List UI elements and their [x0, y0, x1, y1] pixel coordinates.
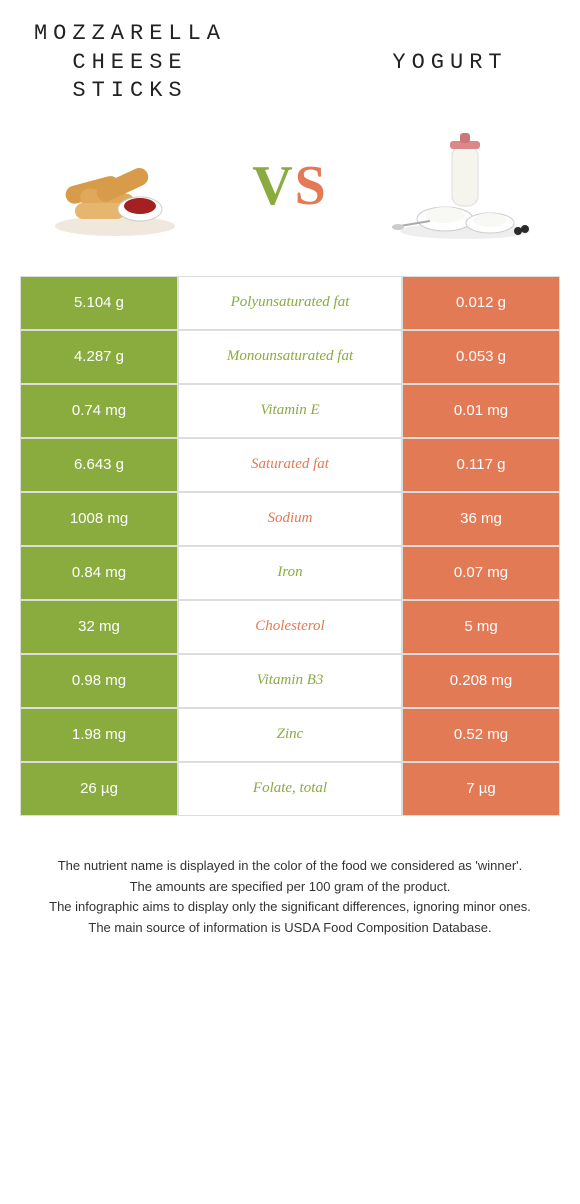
nutrient-name-cell: Saturated fat — [178, 438, 402, 492]
table-row: 5.104 gPolyunsaturated fat0.012 g — [20, 276, 560, 330]
right-value-cell: 0.07 mg — [402, 546, 560, 600]
table-row: 6.643 gSaturated fat0.117 g — [20, 438, 560, 492]
left-value-cell: 5.104 g — [20, 276, 178, 330]
table-row: 32 mgCholesterol5 mg — [20, 600, 560, 654]
left-value-cell: 1.98 mg — [20, 708, 178, 762]
table-row: 0.84 mgIron0.07 mg — [20, 546, 560, 600]
nutrient-name-cell: Folate, total — [178, 762, 402, 816]
nutrient-name-cell: Cholesterol — [178, 600, 402, 654]
nutrient-name-cell: Iron — [178, 546, 402, 600]
footer-line: The nutrient name is displayed in the co… — [20, 856, 560, 877]
left-value-cell: 32 mg — [20, 600, 178, 654]
vs-s-letter: S — [295, 155, 328, 217]
footer-line: The main source of information is USDA F… — [20, 918, 560, 939]
right-value-cell: 7 µg — [402, 762, 560, 816]
right-value-cell: 0.52 mg — [402, 708, 560, 762]
left-value-cell: 4.287 g — [20, 330, 178, 384]
nutrient-name-cell: Polyunsaturated fat — [178, 276, 402, 330]
right-value-cell: 0.117 g — [402, 438, 560, 492]
right-value-cell: 0.053 g — [402, 330, 560, 384]
right-value-cell: 0.01 mg — [402, 384, 560, 438]
table-row: 0.74 mgVitamin E0.01 mg — [20, 384, 560, 438]
nutrient-name-cell: Monounsaturated fat — [178, 330, 402, 384]
left-food-title: MOZZARELLA CHEESE STICKS — [30, 20, 230, 106]
table-row: 1.98 mgZinc0.52 mg — [20, 708, 560, 762]
left-value-cell: 26 µg — [20, 762, 178, 816]
infographic-container: MOZZARELLA CHEESE STICKS YOGURT VS — [0, 0, 580, 939]
left-value-cell: 0.98 mg — [20, 654, 178, 708]
nutrient-name-cell: Vitamin E — [178, 384, 402, 438]
left-value-cell: 0.84 mg — [20, 546, 178, 600]
images-row: VS — [0, 116, 580, 276]
vs-v-letter: V — [252, 155, 294, 217]
right-food-image — [380, 126, 550, 246]
nutrient-name-cell: Zinc — [178, 708, 402, 762]
nutrient-name-cell: Vitamin B3 — [178, 654, 402, 708]
footer-notes: The nutrient name is displayed in the co… — [20, 856, 560, 939]
nutrient-table: 5.104 gPolyunsaturated fat0.012 g4.287 g… — [20, 276, 560, 816]
vs-label: VS — [252, 154, 328, 218]
nutrient-name-cell: Sodium — [178, 492, 402, 546]
right-value-cell: 36 mg — [402, 492, 560, 546]
cheese-sticks-icon — [40, 131, 190, 241]
yogurt-icon — [390, 131, 540, 241]
footer-line: The infographic aims to display only the… — [20, 897, 560, 918]
footer-line: The amounts are specified per 100 gram o… — [20, 877, 560, 898]
right-food-title: YOGURT — [350, 49, 550, 78]
right-value-cell: 0.208 mg — [402, 654, 560, 708]
left-value-cell: 1008 mg — [20, 492, 178, 546]
left-food-image — [30, 126, 200, 246]
table-row: 0.98 mgVitamin B30.208 mg — [20, 654, 560, 708]
right-value-cell: 0.012 g — [402, 276, 560, 330]
titles-row: MOZZARELLA CHEESE STICKS YOGURT — [0, 0, 580, 116]
left-value-cell: 6.643 g — [20, 438, 178, 492]
table-row: 26 µgFolate, total7 µg — [20, 762, 560, 816]
table-row: 1008 mgSodium36 mg — [20, 492, 560, 546]
table-row: 4.287 gMonounsaturated fat0.053 g — [20, 330, 560, 384]
left-value-cell: 0.74 mg — [20, 384, 178, 438]
right-value-cell: 5 mg — [402, 600, 560, 654]
